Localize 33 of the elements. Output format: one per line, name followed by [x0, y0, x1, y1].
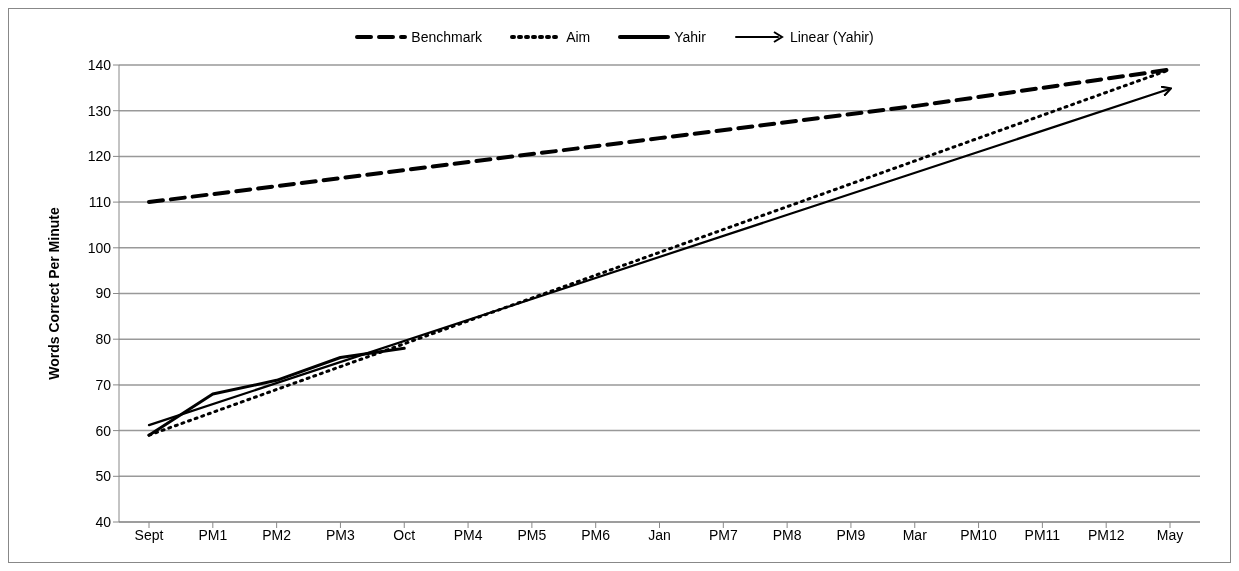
x-tick-label: PM12 — [1087, 526, 1125, 543]
y-tick-label: 130 — [87, 102, 112, 119]
y-tick-label: 50 — [95, 468, 112, 485]
x-tick-label: PM3 — [326, 526, 356, 543]
legend-label: Benchmark — [410, 29, 483, 45]
x-tick-label: PM4 — [453, 526, 483, 543]
x-tick-label: PM6 — [581, 526, 611, 543]
y-axis-title: Words Correct Per Minute — [45, 207, 62, 380]
x-tick-label: PM2 — [262, 526, 292, 543]
y-tick-label: 80 — [95, 331, 112, 348]
x-tick-label: Oct — [393, 526, 416, 543]
x-tick-label: PM1 — [198, 526, 228, 543]
x-tick-label: PM11 — [1024, 526, 1061, 543]
y-tick-label: 100 — [87, 239, 112, 256]
legend-label: Yahir — [673, 29, 706, 45]
x-tick-label: PM9 — [836, 526, 866, 543]
y-tick-label: 90 — [95, 285, 112, 302]
legend-label: Linear (Yahir) — [788, 29, 874, 45]
x-tick-label: PM8 — [772, 526, 802, 543]
y-tick-label: 140 — [87, 56, 112, 73]
x-tick-label: PM7 — [708, 526, 738, 543]
legend-label: Aim — [565, 29, 591, 45]
x-tick-label: Sept — [134, 526, 164, 543]
y-tick-label: 120 — [87, 148, 112, 165]
y-tick-label: 110 — [88, 194, 112, 211]
y-tick-label: 60 — [95, 422, 112, 439]
x-tick-label: Jan — [648, 526, 671, 543]
y-tick-label: 70 — [95, 376, 112, 393]
x-tick-label: Mar — [902, 526, 928, 543]
y-tick-label: 40 — [95, 513, 112, 530]
x-tick-label: May — [1156, 526, 1184, 543]
x-tick-label: PM10 — [960, 526, 998, 543]
x-tick-label: PM5 — [517, 526, 547, 543]
